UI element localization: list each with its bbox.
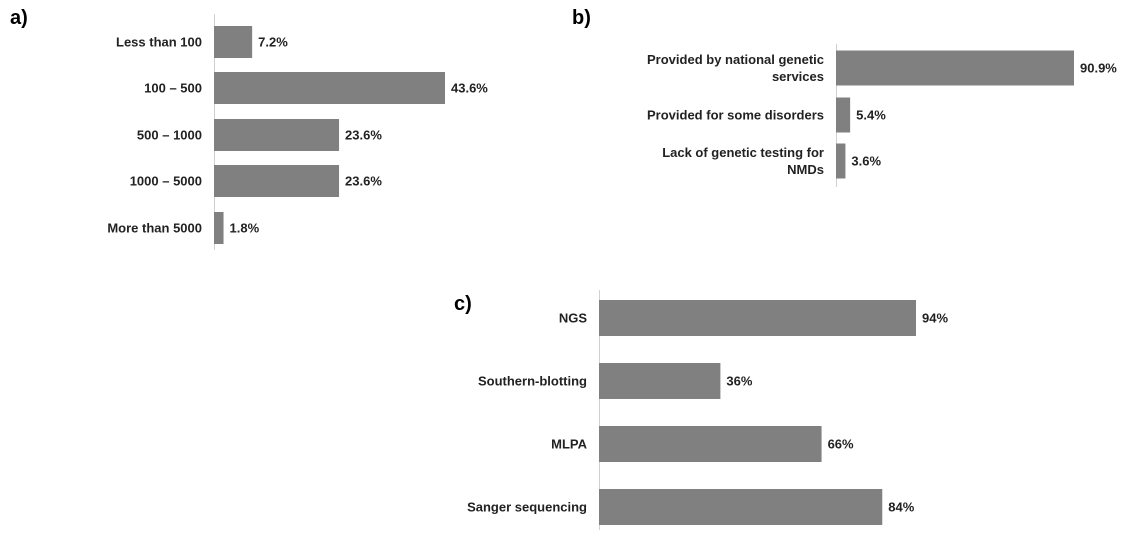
panel-letter: b) xyxy=(572,7,591,29)
category-label: Southern-blotting xyxy=(478,374,587,389)
value-label: 36% xyxy=(726,374,752,389)
category-label: NMDs xyxy=(787,162,824,177)
bar xyxy=(599,426,822,462)
category-label: Less than 100 xyxy=(116,35,202,50)
value-label: 1.8% xyxy=(230,221,260,236)
category-label: More than 5000 xyxy=(107,221,202,236)
category-label: 500 – 1000 xyxy=(137,128,202,143)
value-label: 90.9% xyxy=(1080,61,1117,76)
value-label: 84% xyxy=(888,500,914,515)
bar xyxy=(599,363,721,399)
value-label: 66% xyxy=(828,437,854,452)
panel-a: a) Less than 100 7.2% 100 – 500 43.6% 500 – 1… xyxy=(10,7,488,250)
bar xyxy=(214,165,340,197)
panel-letter: c) xyxy=(454,293,472,315)
bar xyxy=(214,212,224,244)
category-label: NGS xyxy=(559,311,588,326)
bar xyxy=(836,50,1074,86)
bar xyxy=(836,143,846,179)
panel-c: c) NGS 94% Southern-blotting 36% MLPA 66% Sange… xyxy=(454,290,948,530)
value-label: 7.2% xyxy=(258,35,288,50)
panel-letter: a) xyxy=(10,7,28,29)
category-label: 1000 – 5000 xyxy=(130,174,202,189)
bar xyxy=(599,300,916,336)
bar xyxy=(836,97,851,133)
category-label: Provided by national genetic xyxy=(647,52,824,67)
value-label: 43.6% xyxy=(451,81,488,96)
bar xyxy=(214,119,340,151)
bar xyxy=(214,72,445,104)
category-label: MLPA xyxy=(551,437,587,452)
category-label: services xyxy=(772,69,824,84)
bar xyxy=(599,489,883,525)
category-label: Lack of genetic testing for xyxy=(662,145,824,160)
category-label: Provided for some disorders xyxy=(647,108,824,123)
category-label: Sanger sequencing xyxy=(467,500,587,515)
value-label: 5.4% xyxy=(856,108,886,123)
panel-b: b) Provided by national genetic services 90… xyxy=(572,7,1117,187)
category-label: 100 – 500 xyxy=(144,81,202,96)
value-label: 23.6% xyxy=(345,128,382,143)
bar xyxy=(214,26,253,58)
value-label: 3.6% xyxy=(851,154,881,169)
value-label: 94% xyxy=(922,311,948,326)
value-label: 23.6% xyxy=(345,174,382,189)
